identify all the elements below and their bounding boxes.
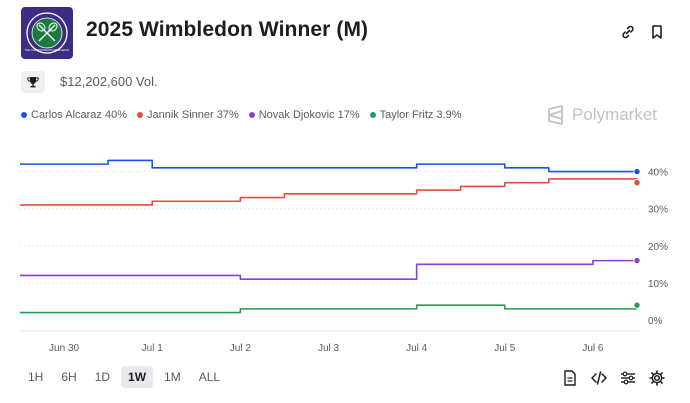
legend-label: Jannik Sinner 37%	[147, 109, 239, 121]
range-button-all[interactable]: ALL	[198, 370, 221, 384]
wimbledon-logo: THE CHAMPIONSHIPS WIMBLEDON	[21, 7, 73, 59]
chart-legend: Carlos Alcaraz 40% Jannik Sinner 37% Nov…	[21, 109, 462, 121]
legend-label: Novak Djokovic 17%	[258, 109, 360, 121]
legend-dot	[137, 112, 143, 118]
legend-item: Jannik Sinner 37%	[137, 109, 239, 121]
x-tick-label: Jul 4	[406, 343, 428, 354]
x-tick-label: Jul 6	[582, 343, 604, 354]
legend-item: Novak Djokovic 17%	[248, 109, 360, 121]
legend-dot	[21, 112, 27, 118]
trophy-icon	[21, 71, 45, 93]
settings-sliders-icon[interactable]	[619, 369, 637, 387]
y-tick-label: 40%	[648, 168, 668, 179]
brand-name: Polymarket	[572, 105, 658, 124]
x-tick-label: Jul 1	[142, 343, 164, 354]
series-end-point	[633, 301, 641, 309]
time-range-selector: 1H 6H 1D 1W 1M ALL	[21, 366, 227, 388]
range-button-1w[interactable]: 1W	[121, 366, 154, 388]
series-line	[20, 259, 637, 280]
legend-dot	[248, 112, 255, 118]
crossed-rackets-icon: THE CHAMPIONSHIPS WIMBLEDON	[25, 12, 70, 54]
document-icon[interactable]	[561, 369, 579, 387]
y-tick-label: 20%	[648, 242, 668, 253]
y-tick-label: 30%	[648, 205, 668, 216]
page-title: 2025 Wimbledon Winner (M)	[86, 18, 369, 41]
range-button-1h[interactable]: 1H	[28, 370, 44, 384]
gear-icon[interactable]	[648, 369, 666, 387]
legend-dot	[369, 112, 376, 118]
y-tick-label: 0%	[648, 316, 663, 327]
polymarket-logo-icon	[548, 105, 563, 125]
range-button-1m[interactable]: 1M	[164, 370, 181, 384]
legend-item: Carlos Alcaraz 40%	[21, 109, 127, 121]
series-line	[20, 159, 637, 173]
series-end-point	[633, 167, 641, 176]
logo-text: THE CHAMPIONSHIPS WIMBLEDON	[25, 48, 70, 52]
legend-item: Taylor Fritz 3.9%	[369, 109, 462, 121]
y-tick-label: 10%	[648, 279, 668, 290]
legend-label: Taylor Fritz 3.9%	[379, 109, 462, 121]
range-button-6h[interactable]: 6H	[61, 370, 77, 384]
x-tick-label: Jun 30	[49, 343, 79, 354]
volume-text: $12,202,600 Vol.	[60, 74, 158, 89]
code-embed-icon[interactable]	[590, 369, 608, 387]
series-line	[20, 304, 638, 314]
polymarket-brand: Polymarket	[546, 105, 657, 125]
x-tick-label: Jul 2	[230, 343, 252, 354]
x-tick-label: Jul 3	[318, 343, 340, 354]
range-button-1d[interactable]: 1D	[94, 370, 111, 384]
series-line	[20, 178, 638, 206]
legend-label: Carlos Alcaraz 40%	[31, 109, 127, 121]
price-chart: 0% 10% 20% 30% 40% Jun 30 Jul 1 Jul 2 Jul 3 Jul …	[20, 159, 668, 354]
series-end-point	[633, 256, 641, 265]
bookmark-icon[interactable]	[647, 22, 667, 42]
series-end-point	[633, 178, 641, 187]
link-icon[interactable]	[618, 22, 638, 42]
x-tick-label: Jul 5	[494, 343, 516, 354]
